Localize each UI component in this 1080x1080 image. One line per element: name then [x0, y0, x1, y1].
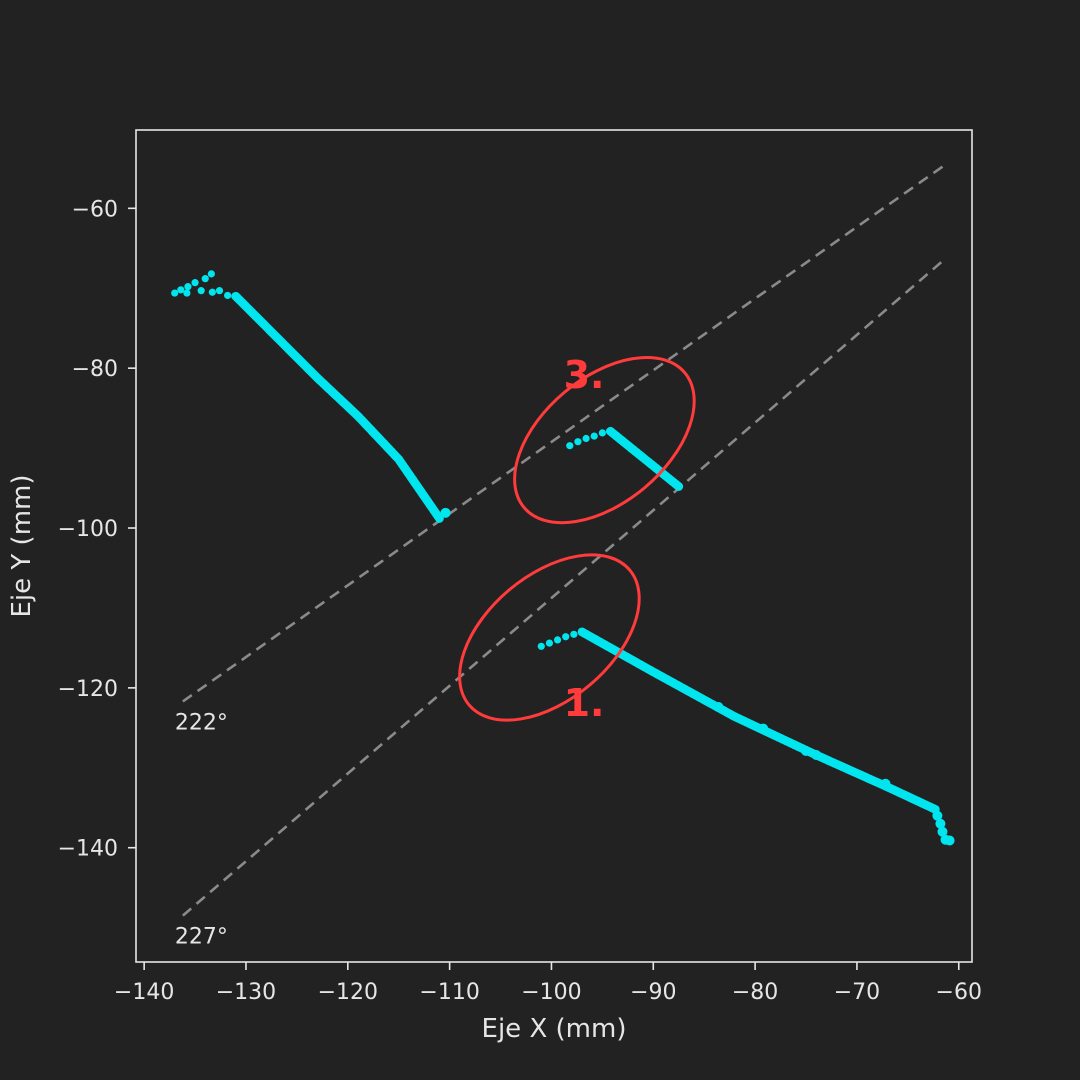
data-point [944, 835, 955, 846]
data-point [197, 287, 205, 295]
annotation-ellipse [458, 553, 641, 722]
data-point [191, 279, 199, 287]
x-tick-label: −60 [936, 980, 982, 1005]
x-axis-ticks: −140 −130 −120 −110 −100 −90 −80 −70 −60 [114, 962, 982, 1005]
data-point [208, 288, 216, 296]
data-point [435, 514, 444, 523]
x-tick-label: −120 [318, 980, 378, 1005]
data-point [932, 810, 943, 821]
x-tick-label: −130 [216, 980, 276, 1005]
y-tick-label: −120 [58, 677, 118, 702]
y-tick-label: −80 [72, 357, 118, 382]
annotation-label: 3. [564, 353, 605, 397]
data-point [177, 286, 185, 294]
data-point [598, 429, 606, 437]
data-point [545, 639, 554, 647]
data-point [880, 778, 891, 789]
data-point [207, 270, 215, 278]
reference-line [181, 259, 945, 917]
y-tick-label: −100 [58, 517, 118, 542]
y-tick-label: −60 [72, 197, 118, 222]
data-point [171, 289, 179, 297]
x-tick-label: −70 [834, 980, 880, 1005]
x-tick-label: −140 [114, 980, 174, 1005]
data-point [215, 287, 224, 295]
x-tick-label: −110 [419, 980, 479, 1005]
data-point [570, 630, 578, 638]
x-tick-label: −90 [630, 980, 676, 1005]
x-tick-label: −80 [732, 980, 778, 1005]
data-point [440, 507, 451, 518]
reference-lines: 222° 227° [175, 164, 945, 950]
reference-line-label: 222° [175, 710, 228, 735]
data-point [713, 702, 724, 713]
data-point [184, 283, 192, 291]
data-point [566, 442, 574, 450]
data-points [171, 270, 955, 846]
data-point [201, 275, 209, 283]
data-point [935, 818, 946, 829]
data-point [758, 723, 769, 734]
y-axis-title: Eje Y (mm) [7, 475, 37, 618]
data-point [590, 432, 598, 440]
data-point [224, 291, 232, 300]
data-point [674, 482, 684, 491]
annotations: 3. 1. [458, 353, 696, 725]
data-point [537, 642, 545, 650]
reference-line-label: 227° [175, 925, 228, 950]
data-point [811, 749, 822, 760]
annotation-ellipse [513, 355, 696, 525]
annotation-label: 1. [564, 681, 605, 725]
reference-line [182, 164, 945, 703]
data-point [553, 636, 562, 644]
x-axis-title: Eje X (mm) [482, 1014, 627, 1044]
data-point [582, 434, 590, 443]
data-point [562, 633, 570, 641]
data-point [937, 826, 948, 837]
x-tick-label: −100 [521, 980, 581, 1005]
data-point [801, 746, 812, 757]
plot-frame [135, 129, 973, 963]
y-tick-label: −140 [58, 837, 118, 862]
y-axis-ticks: −60 −80 −100 −120 −140 [58, 197, 136, 862]
data-point [183, 289, 191, 297]
data-point [574, 438, 582, 446]
